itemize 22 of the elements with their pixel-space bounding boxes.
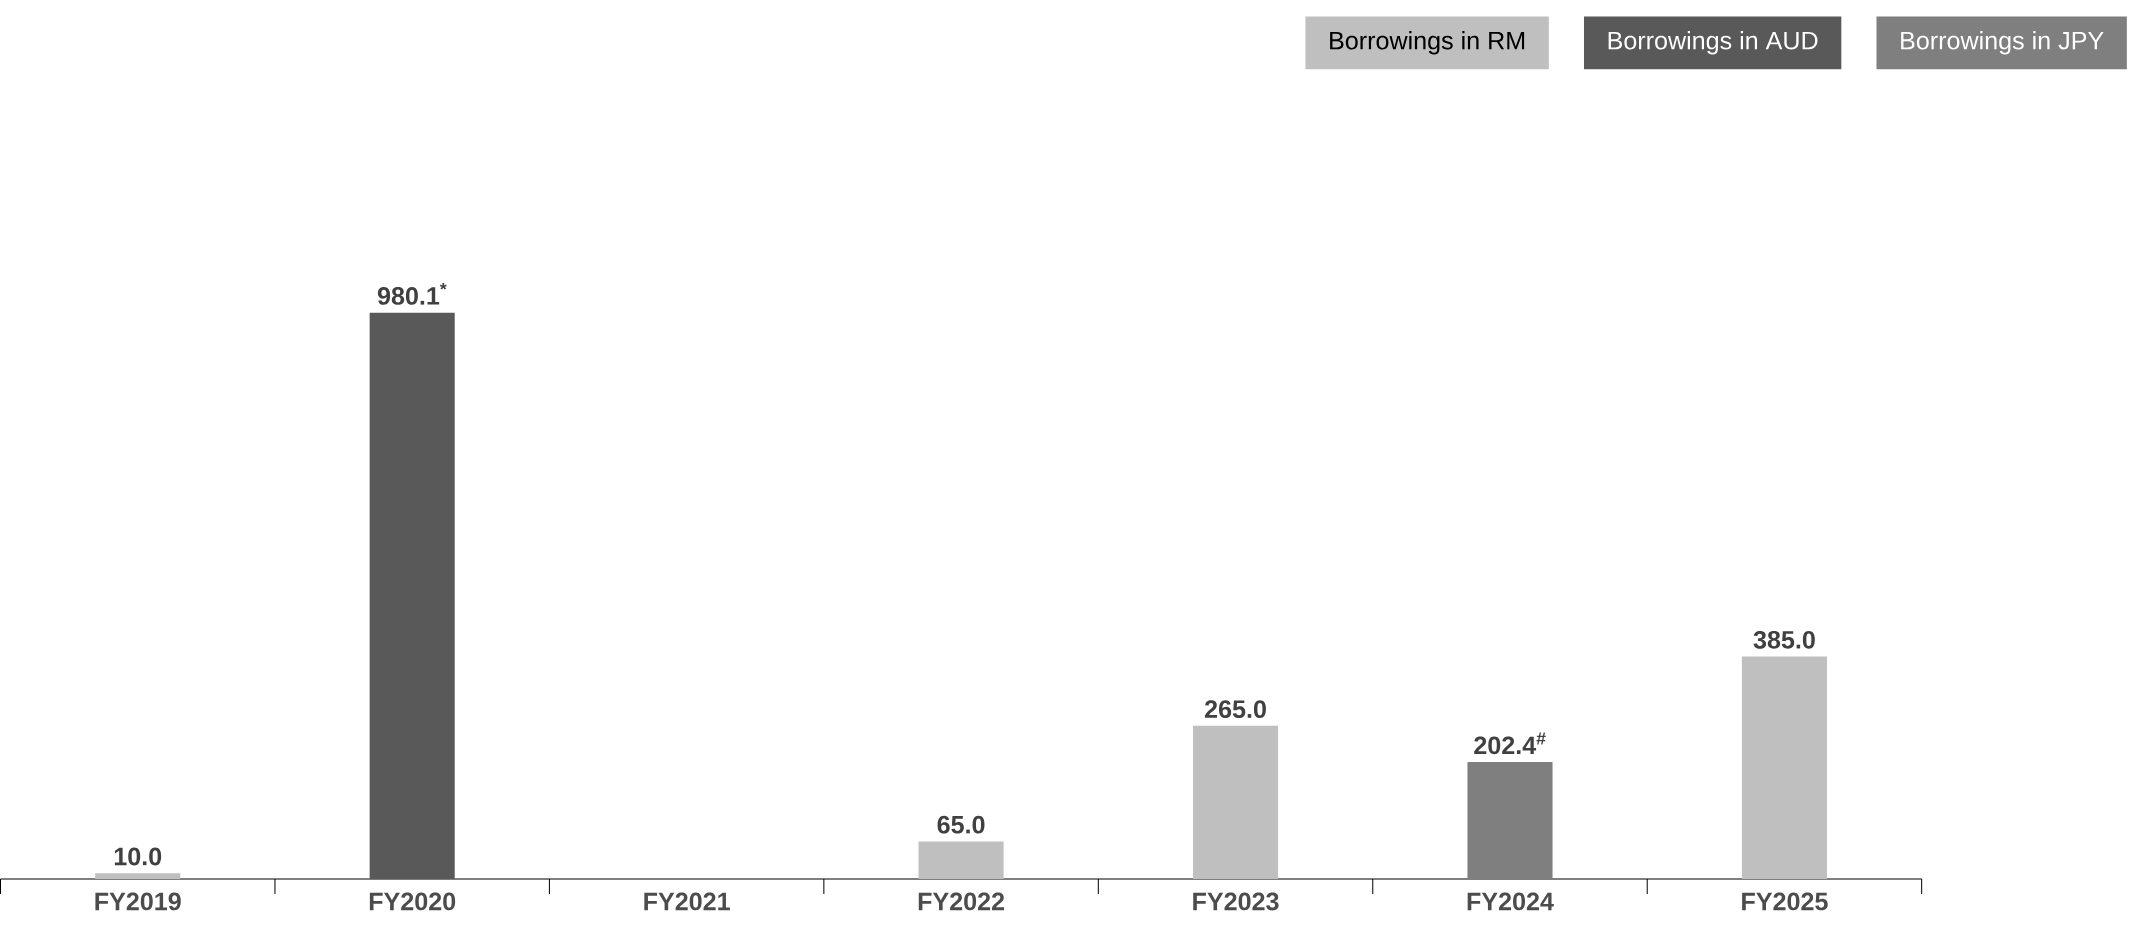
data-label: 202.4$^{#}$ <box>1474 732 1546 755</box>
data-label: 65.0 <box>937 815 985 834</box>
data-label: 385.0 <box>1753 630 1815 649</box>
text: Borrowings in AUD <box>1608 31 1818 55</box>
x-tick-label: FY2021 <box>644 892 730 911</box>
x-tick-label: FY2025 <box>1742 892 1828 911</box>
bar <box>1741 656 1827 879</box>
text: Borrowings in RM <box>1330 31 1525 55</box>
bar <box>1193 725 1279 879</box>
x-tick-label: FY2024 <box>1467 892 1554 911</box>
x-tick-label: FY2019 <box>95 892 181 911</box>
data-label: 10.0 <box>114 847 162 866</box>
bar <box>1467 762 1553 879</box>
bar <box>918 841 1004 879</box>
text: Borrowings in JPY <box>1901 31 2104 55</box>
bar <box>369 312 455 879</box>
bar <box>95 873 181 879</box>
x-tick-label: FY2022 <box>918 892 1005 911</box>
x-tick-label: FY2023 <box>1193 892 1279 911</box>
x-tick-label: FY2020 <box>369 892 456 911</box>
data-label: 980.1$^{*}$ <box>377 283 447 305</box>
data-label: 265.0 <box>1204 700 1266 719</box>
